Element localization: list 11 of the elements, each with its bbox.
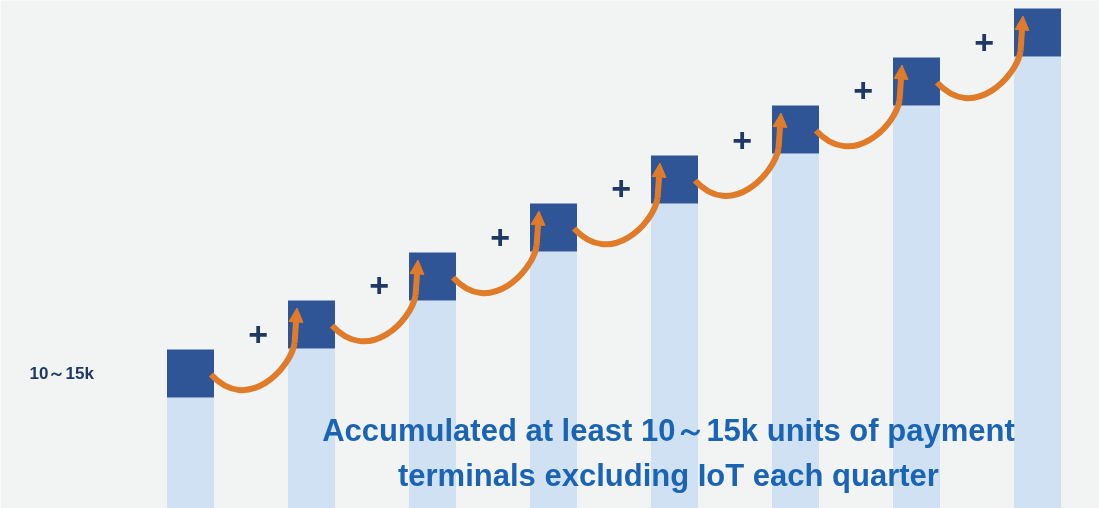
- bar: [1014, 56, 1061, 508]
- bar: [167, 397, 214, 508]
- text: 10～15k: [29, 364, 95, 383]
- annotation: +: [490, 218, 511, 256]
- annotation: Accumulated at least 10～15k units of payment terminals excluding IoT each quarter: [322, 413, 1015, 493]
- annotation: +: [732, 121, 753, 159]
- annotation: +: [611, 169, 632, 207]
- annotation: +: [974, 23, 995, 61]
- annotation: +: [853, 71, 874, 109]
- annotation: +: [369, 266, 390, 304]
- annotation: +: [248, 315, 269, 353]
